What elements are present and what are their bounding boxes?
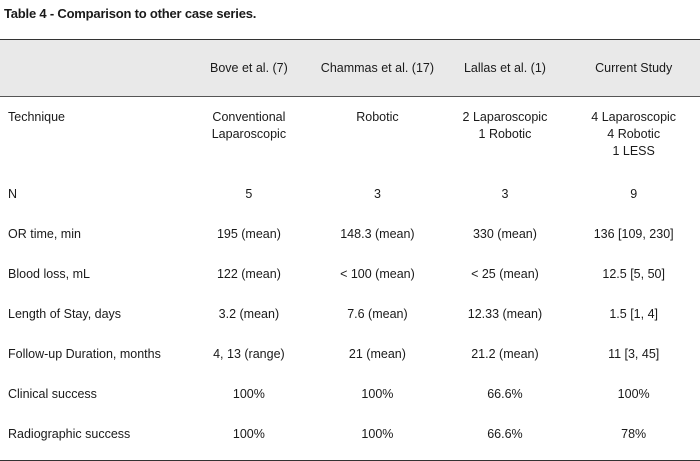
- table-cell: 100%: [361, 387, 394, 401]
- row-label: Follow-up Duration, months: [8, 347, 161, 361]
- table-row: OR time, min 195 (mean) 148.3 (mean) 330…: [0, 220, 700, 260]
- table-row: Clinical success 100% 100% 66.6% 100%: [0, 380, 700, 420]
- header-bove: Bove et al. (7): [209, 61, 288, 75]
- table-row: Length of Stay, days 3.2 (mean) 7.6 (mea…: [0, 300, 700, 340]
- cell-line: 1 Robotic: [478, 127, 532, 141]
- table-cell: 11 [3, 45]: [608, 347, 660, 361]
- cell-line: 4 Robotic: [607, 127, 661, 141]
- header-empty: [0, 40, 186, 97]
- table-cell: 3: [501, 187, 509, 201]
- table-cell: 78%: [621, 427, 647, 441]
- table-cell: 148.3 (mean): [340, 227, 415, 241]
- table-cell: 21 (mean): [348, 347, 406, 361]
- header-lallas: Lallas et al. (1): [463, 61, 546, 75]
- table-row: N 5 3 3 9: [0, 180, 700, 220]
- table-cell: 330 (mean): [472, 227, 537, 241]
- cell-line: Conventional: [212, 110, 286, 124]
- table-cell: < 100 (mean): [340, 267, 415, 281]
- table-row: Follow-up Duration, months 4, 13 (range)…: [0, 340, 700, 380]
- table-cell: 100%: [232, 387, 265, 401]
- technique-bove: Conventional Laparoscopic: [186, 97, 313, 181]
- header-chammas: Chammas et al. (17): [320, 61, 435, 75]
- table-cell: 66.6%: [487, 427, 523, 441]
- table-cell: 12.33 (mean): [467, 307, 543, 321]
- table-cell: 136 [109, 230]: [593, 227, 674, 241]
- technique-current-study: 4 Laparoscopic 4 Robotic 1 LESS: [567, 97, 700, 181]
- row-label: Blood loss, mL: [8, 267, 90, 281]
- cell-line: Robotic: [356, 110, 399, 124]
- table-row-technique: Technique Conventional Laparoscopic Robo…: [0, 97, 700, 181]
- table-cell: 9: [630, 187, 638, 201]
- table-cell: 21.2 (mean): [471, 347, 539, 361]
- table-row: Blood loss, mL 122 (mean) < 100 (mean) <…: [0, 260, 700, 300]
- table-cell: < 25 (mean): [471, 267, 539, 281]
- table-cell: 100%: [361, 427, 394, 441]
- row-label: N: [8, 187, 18, 201]
- table-cell: 66.6%: [487, 387, 523, 401]
- row-label: Radiographic success: [8, 427, 131, 441]
- row-label: OR time, min: [8, 227, 81, 241]
- table-cell: 122 (mean): [216, 267, 281, 281]
- table-cell: 4, 13 (range): [213, 347, 285, 361]
- table-cell: 3: [373, 187, 381, 201]
- table-cell: 100%: [617, 387, 650, 401]
- cell-line: 4 Laparoscopic: [591, 110, 677, 124]
- table-cell: 5: [245, 187, 253, 201]
- row-label: Clinical success: [8, 387, 97, 401]
- technique-lallas: 2 Laparoscopic 1 Robotic: [443, 97, 568, 181]
- table-row: Radiographic success 100% 100% 66.6% 78%: [0, 420, 700, 461]
- row-label: Length of Stay, days: [8, 307, 122, 321]
- table-header-row: Bove et al. (7) Chammas et al. (17) Lall…: [0, 39, 700, 97]
- table-caption: Table 4 - Comparison to other case serie…: [4, 6, 257, 21]
- cell-line: Laparoscopic: [211, 127, 287, 141]
- table-cell: 100%: [232, 427, 265, 441]
- table-cell: 1.5 [1, 4]: [609, 307, 658, 321]
- table-cell: 7.6 (mean): [347, 307, 408, 321]
- table-cell: 12.5 [5, 50]: [602, 267, 665, 281]
- table-cell: 195 (mean): [216, 227, 281, 241]
- comparison-table: Bove et al. (7) Chammas et al. (17) Lall…: [0, 39, 700, 461]
- technique-chammas: Robotic: [312, 97, 442, 181]
- cell-line: 1 LESS: [612, 144, 655, 158]
- header-current-study: Current Study: [595, 61, 673, 75]
- table-cell: 3.2 (mean): [218, 307, 280, 321]
- row-label: Technique: [8, 110, 65, 124]
- cell-line: 2 Laparoscopic: [462, 110, 548, 124]
